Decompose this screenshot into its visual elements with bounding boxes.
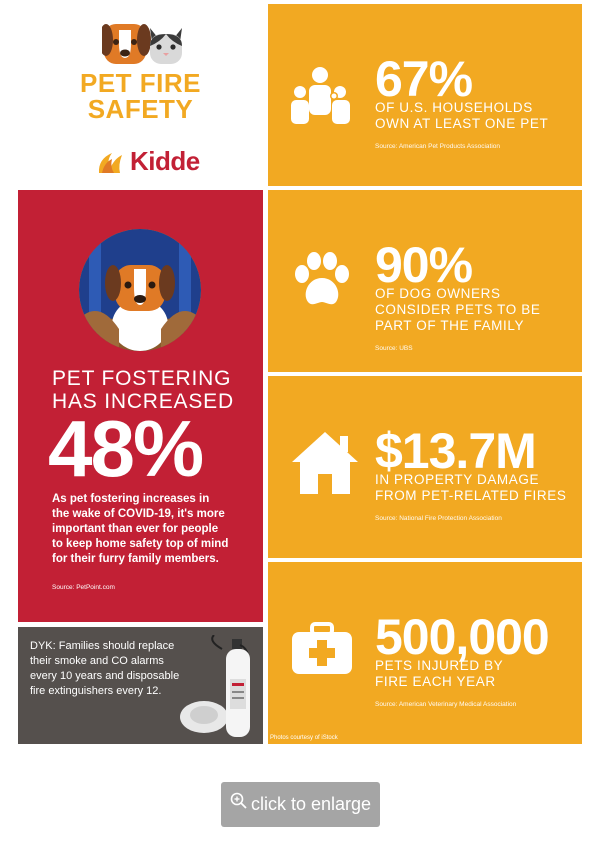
foster-body-line: important than ever for people bbox=[52, 523, 219, 535]
stat-source: Source: American Pet Products Associatio… bbox=[375, 143, 501, 150]
family-icon bbox=[291, 67, 350, 124]
stat-dog-owners-panel: 90% OF DOG OWNERS CONSIDER PETS TO BE PA… bbox=[268, 190, 582, 372]
foster-headline-line2: HAS INCREASED bbox=[52, 390, 234, 413]
stat-pets-injured-panel: 500,000 PETS INJURED BY FIRE EACH YEAR S… bbox=[268, 562, 582, 744]
dyk-text: DYK: Families should replace their smoke… bbox=[30, 639, 200, 699]
foster-body-text: As pet fostering increases in the wake o… bbox=[52, 492, 262, 567]
stat-source: Source: UBS bbox=[375, 345, 413, 352]
dyk-line: fire extinguishers every 12. bbox=[30, 685, 162, 697]
stat-desc-line1: OF U.S. HOUSEHOLDS bbox=[375, 100, 533, 115]
stat-desc-line1: IN PROPERTY DAMAGE bbox=[375, 472, 540, 487]
kidde-flame-icon bbox=[98, 152, 122, 173]
foster-source: Source: PetPoint.com bbox=[52, 584, 115, 591]
dyk-line: DYK: Families should replace bbox=[30, 640, 175, 652]
pet-fostering-panel: PET FOSTERING HAS INCREASED 48% As pet f… bbox=[18, 190, 263, 622]
stat-desc-line1: OF DOG OWNERS bbox=[375, 286, 501, 301]
paw-icon bbox=[295, 252, 349, 305]
brand-name: Kidde bbox=[130, 146, 200, 176]
logo-title-line1: PET FIRE bbox=[79, 68, 201, 98]
pet-heads-logo bbox=[102, 24, 182, 64]
logo-panel: PET FIRE SAFETY Kidde bbox=[18, 4, 263, 186]
foster-body-line: the wake of COVID-19, it's more bbox=[52, 508, 225, 520]
foster-dog-illustration bbox=[79, 229, 201, 351]
foster-body-line: As pet fostering increases in bbox=[52, 493, 210, 505]
zoom-in-icon bbox=[230, 792, 247, 809]
foster-percentage: 48% bbox=[48, 404, 204, 493]
dog-illustration-icon bbox=[79, 229, 201, 351]
dyk-panel: DYK: Families should replace their smoke… bbox=[18, 627, 263, 744]
stat-value: $13.7M bbox=[375, 423, 537, 479]
foster-body-line: for their furry family members. bbox=[52, 553, 219, 565]
kidde-brand: Kidde bbox=[96, 146, 200, 177]
stat-value: 500,000 bbox=[375, 609, 550, 665]
extinguisher-and-alarm-icon bbox=[180, 635, 250, 737]
stat-desc-line1: PETS INJURED BY bbox=[375, 658, 504, 673]
stat-source: Source: National Fire Protection Associa… bbox=[375, 515, 502, 522]
foster-body-line: to keep home safety top of mind bbox=[52, 538, 229, 550]
click-to-enlarge-button[interactable]: click to enlarge bbox=[221, 782, 380, 827]
house-icon bbox=[292, 432, 358, 494]
dyk-line: their smoke and CO alarms bbox=[30, 655, 164, 667]
stat-value: 90% bbox=[375, 237, 473, 293]
stat-desc-line3: PART OF THE FAMILY bbox=[375, 318, 525, 333]
stat-desc-line2: FIRE EACH YEAR bbox=[375, 674, 496, 689]
stat-desc-line2: FROM PET-RELATED FIRES bbox=[375, 488, 567, 503]
stat-property-damage-panel: $13.7M IN PROPERTY DAMAGE FROM PET-RELAT… bbox=[268, 376, 582, 558]
stat-desc-line2: OWN AT LEAST ONE PET bbox=[375, 116, 549, 131]
foster-headline-line1: PET FOSTERING bbox=[52, 367, 232, 390]
logo-title-line2: SAFETY bbox=[87, 94, 194, 124]
stat-source: Source: American Veterinary Medical Asso… bbox=[375, 701, 517, 708]
photo-credit: Photos courtesy of iStock bbox=[270, 735, 338, 741]
enlarge-label: click to enlarge bbox=[250, 794, 372, 814]
stat-households-panel: 67% OF U.S. HOUSEHOLDS OWN AT LEAST ONE … bbox=[268, 4, 582, 186]
first-aid-kit-icon bbox=[292, 622, 352, 674]
dyk-line: every 10 years and disposable bbox=[30, 670, 180, 682]
stat-value: 67% bbox=[375, 51, 473, 107]
stat-desc-line2: CONSIDER PETS TO BE bbox=[375, 302, 541, 317]
